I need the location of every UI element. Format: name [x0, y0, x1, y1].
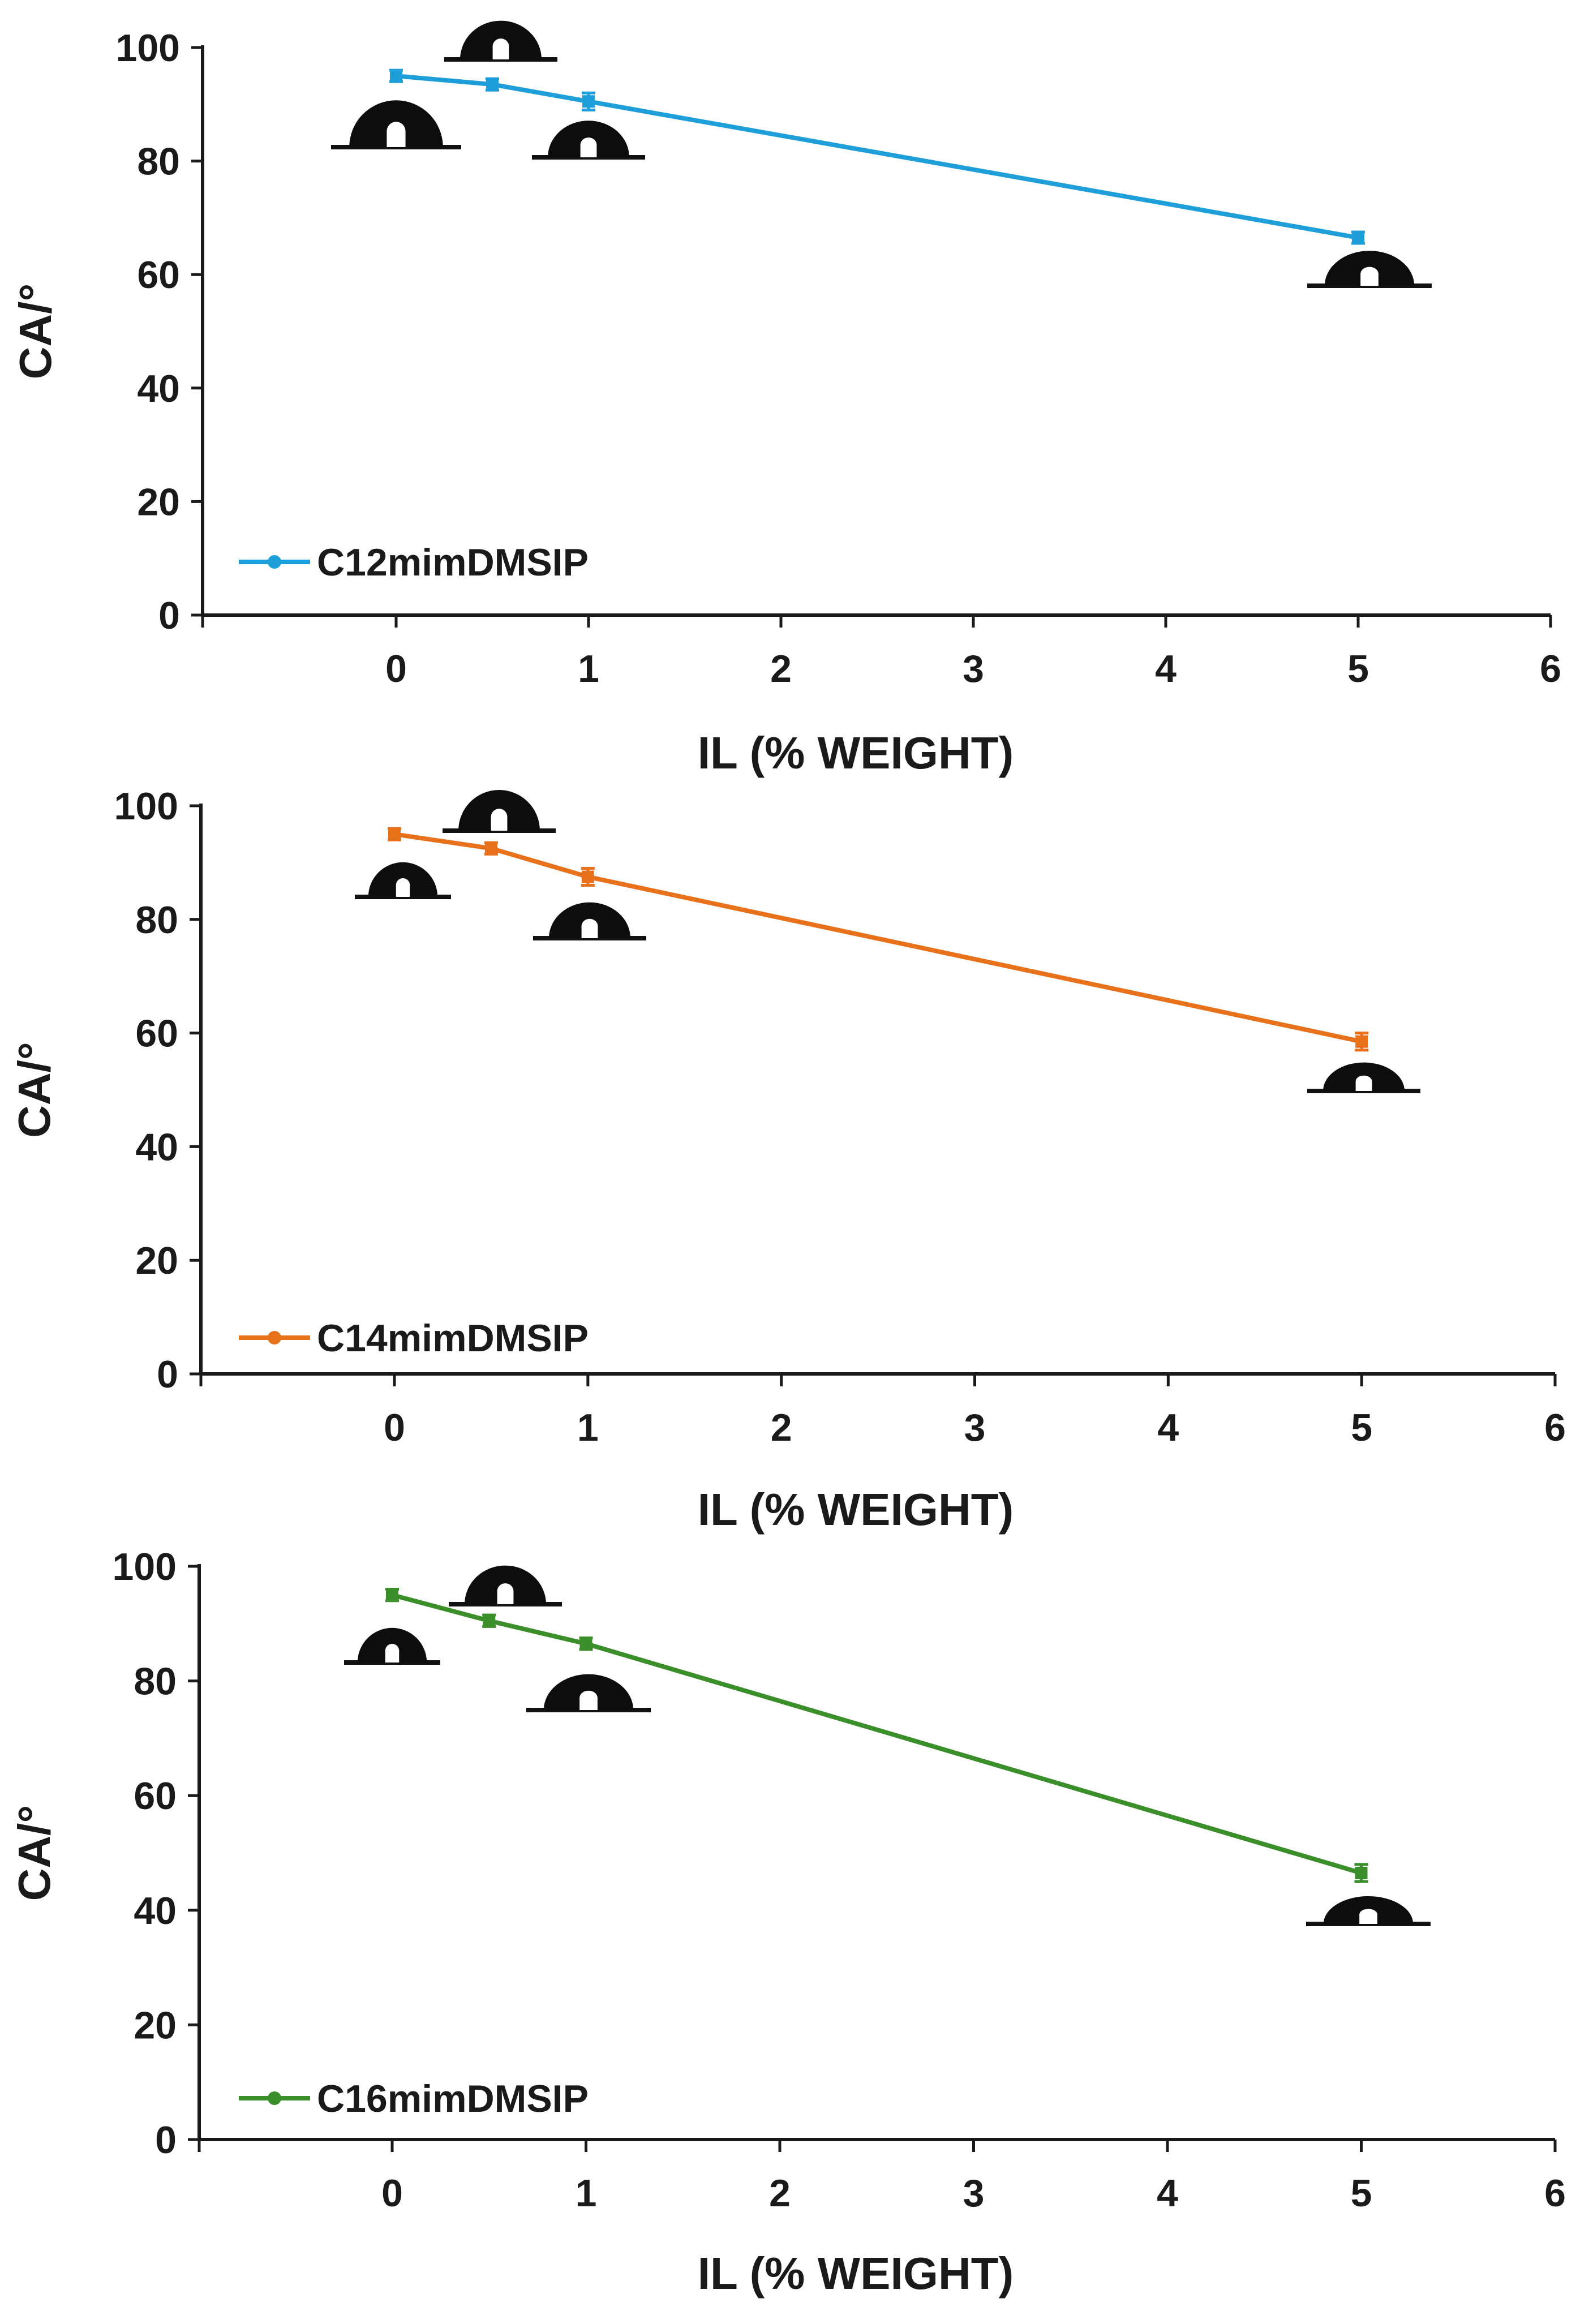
y-tick-label: 20 — [137, 480, 180, 523]
chart-panel-3: 0 20 40 60 80 100 0 1 2 3 4 5 6 IL (% WEIGHT) CA/° C16m… — [9, 1545, 1566, 2299]
droplet-image-droplet-5 — [1306, 1896, 1431, 1926]
y-tick-label: 40 — [134, 1889, 177, 1932]
droplet-highlight — [1359, 1914, 1377, 1924]
droplet-image-droplet-0 — [344, 1627, 440, 1665]
droplet-highlight — [497, 1591, 514, 1604]
y-tick-label: 0 — [157, 1353, 178, 1396]
x-tick-label: 6 — [1544, 2172, 1566, 2215]
y-tick-label: 20 — [134, 2004, 177, 2047]
x-tick-label: 2 — [769, 2172, 791, 2215]
droplet-image-droplet-0.5 — [444, 20, 557, 62]
droplet-image-droplet-0 — [355, 862, 451, 899]
y-tick-label: 40 — [137, 367, 180, 410]
x-tick-label: 0 — [385, 647, 407, 690]
x-tick-label: 4 — [1155, 647, 1176, 690]
droplet-image-droplet-5 — [1307, 1062, 1420, 1093]
data-point — [484, 842, 497, 855]
y-tick-label: 80 — [137, 140, 180, 183]
chart-panel-2: 0 20 40 60 80 100 0 1 2 3 4 5 6 IL (% WEIGHT) CA/° C14m… — [9, 785, 1566, 1535]
droplet-highlight — [491, 817, 508, 831]
legend-marker — [268, 2091, 281, 2105]
x-tick-label: 1 — [578, 647, 599, 690]
legend-label: C14mimDMSIP — [317, 1317, 589, 1360]
legend-label: C16mimDMSIP — [317, 2077, 589, 2120]
y-axis-title: CA/° — [10, 283, 61, 380]
data-point — [581, 870, 594, 883]
droplet-image-droplet-0.5 — [443, 790, 556, 833]
data-point — [579, 1637, 592, 1650]
droplet-highlight — [579, 1698, 598, 1710]
data-point — [486, 78, 499, 91]
x-tick-label: 1 — [576, 2172, 597, 2215]
chart-panel-1: 0 20 40 60 80 100 0 1 2 3 4 5 6 IL (% WEIGHT) CA/° C12m… — [10, 20, 1561, 778]
droplet-highlight — [492, 46, 509, 59]
x-tick-label: 4 — [1157, 2172, 1178, 2215]
droplet-highlight — [1355, 1081, 1372, 1091]
y-tick-label: 0 — [158, 594, 180, 637]
y-axis-title: CA/° — [9, 1042, 59, 1138]
x-axis-title: IL (% WEIGHT) — [698, 1484, 1014, 1535]
legend-marker — [268, 1331, 281, 1344]
x-tick-label: 3 — [963, 647, 984, 690]
droplet-image-droplet-1 — [533, 902, 646, 940]
y-axis-title: CA/° — [9, 1805, 59, 1901]
x-tick-label: 2 — [770, 647, 792, 690]
droplet-image-droplet-1 — [526, 1674, 651, 1712]
x-tick-label: 6 — [1540, 647, 1561, 690]
x-tick-label: 5 — [1351, 2172, 1372, 2215]
legend-marker — [268, 555, 281, 569]
droplet-image-droplet-0.5 — [449, 1565, 562, 1606]
x-axis-title: IL (% WEIGHT) — [698, 2248, 1014, 2299]
y-tick-label: 20 — [135, 1239, 178, 1282]
y-tick-label: 100 — [113, 1545, 177, 1588]
x-tick-label: 5 — [1351, 1406, 1372, 1449]
y-tick-label: 60 — [134, 1775, 177, 1818]
data-point — [390, 70, 402, 83]
x-tick-label: 0 — [384, 1406, 405, 1449]
x-tick-label: 1 — [577, 1406, 599, 1449]
y-tick-label: 60 — [135, 1012, 178, 1055]
data-point — [1355, 1035, 1368, 1048]
x-tick-label: 3 — [963, 2172, 985, 2215]
series-line-C16mimDMSIP — [391, 1592, 1362, 1875]
x-tick-label: 6 — [1544, 1406, 1566, 1449]
x-tick-label: 0 — [381, 2172, 403, 2215]
legend-label: C12mimDMSIP — [317, 541, 589, 584]
droplet-image-droplet-5 — [1307, 251, 1432, 288]
droplet-highlight — [385, 1651, 400, 1663]
x-tick-label: 2 — [771, 1406, 792, 1449]
x-tick-label: 3 — [964, 1406, 986, 1449]
y-tick-label: 60 — [137, 254, 180, 297]
data-point — [386, 1588, 398, 1601]
y-tick-label: 80 — [135, 899, 178, 942]
y-tick-label: 80 — [134, 1660, 177, 1703]
data-point — [483, 1614, 496, 1627]
droplet-highlight — [1360, 273, 1379, 286]
series-line-C12mimDMSIP — [396, 74, 1359, 240]
data-point — [1352, 231, 1364, 244]
droplet-highlight — [387, 131, 406, 147]
droplet-highlight — [396, 885, 410, 897]
x-tick-label: 4 — [1157, 1406, 1179, 1449]
droplet-image-droplet-1 — [532, 121, 645, 160]
droplet-image-droplet-0 — [331, 100, 461, 149]
droplet-highlight — [580, 144, 597, 157]
series-line-C14mimDMSIP — [394, 832, 1362, 1044]
y-tick-label: 100 — [114, 785, 178, 828]
x-tick-label: 5 — [1347, 647, 1369, 690]
data-point — [388, 828, 401, 841]
data-point — [582, 95, 595, 108]
y-tick-label: 40 — [135, 1126, 178, 1169]
y-tick-label: 100 — [116, 27, 180, 70]
x-axis-title: IL (% WEIGHT) — [698, 728, 1014, 778]
droplet-highlight — [581, 926, 598, 938]
y-tick-label: 0 — [155, 2119, 177, 2162]
data-point — [1355, 1866, 1368, 1879]
